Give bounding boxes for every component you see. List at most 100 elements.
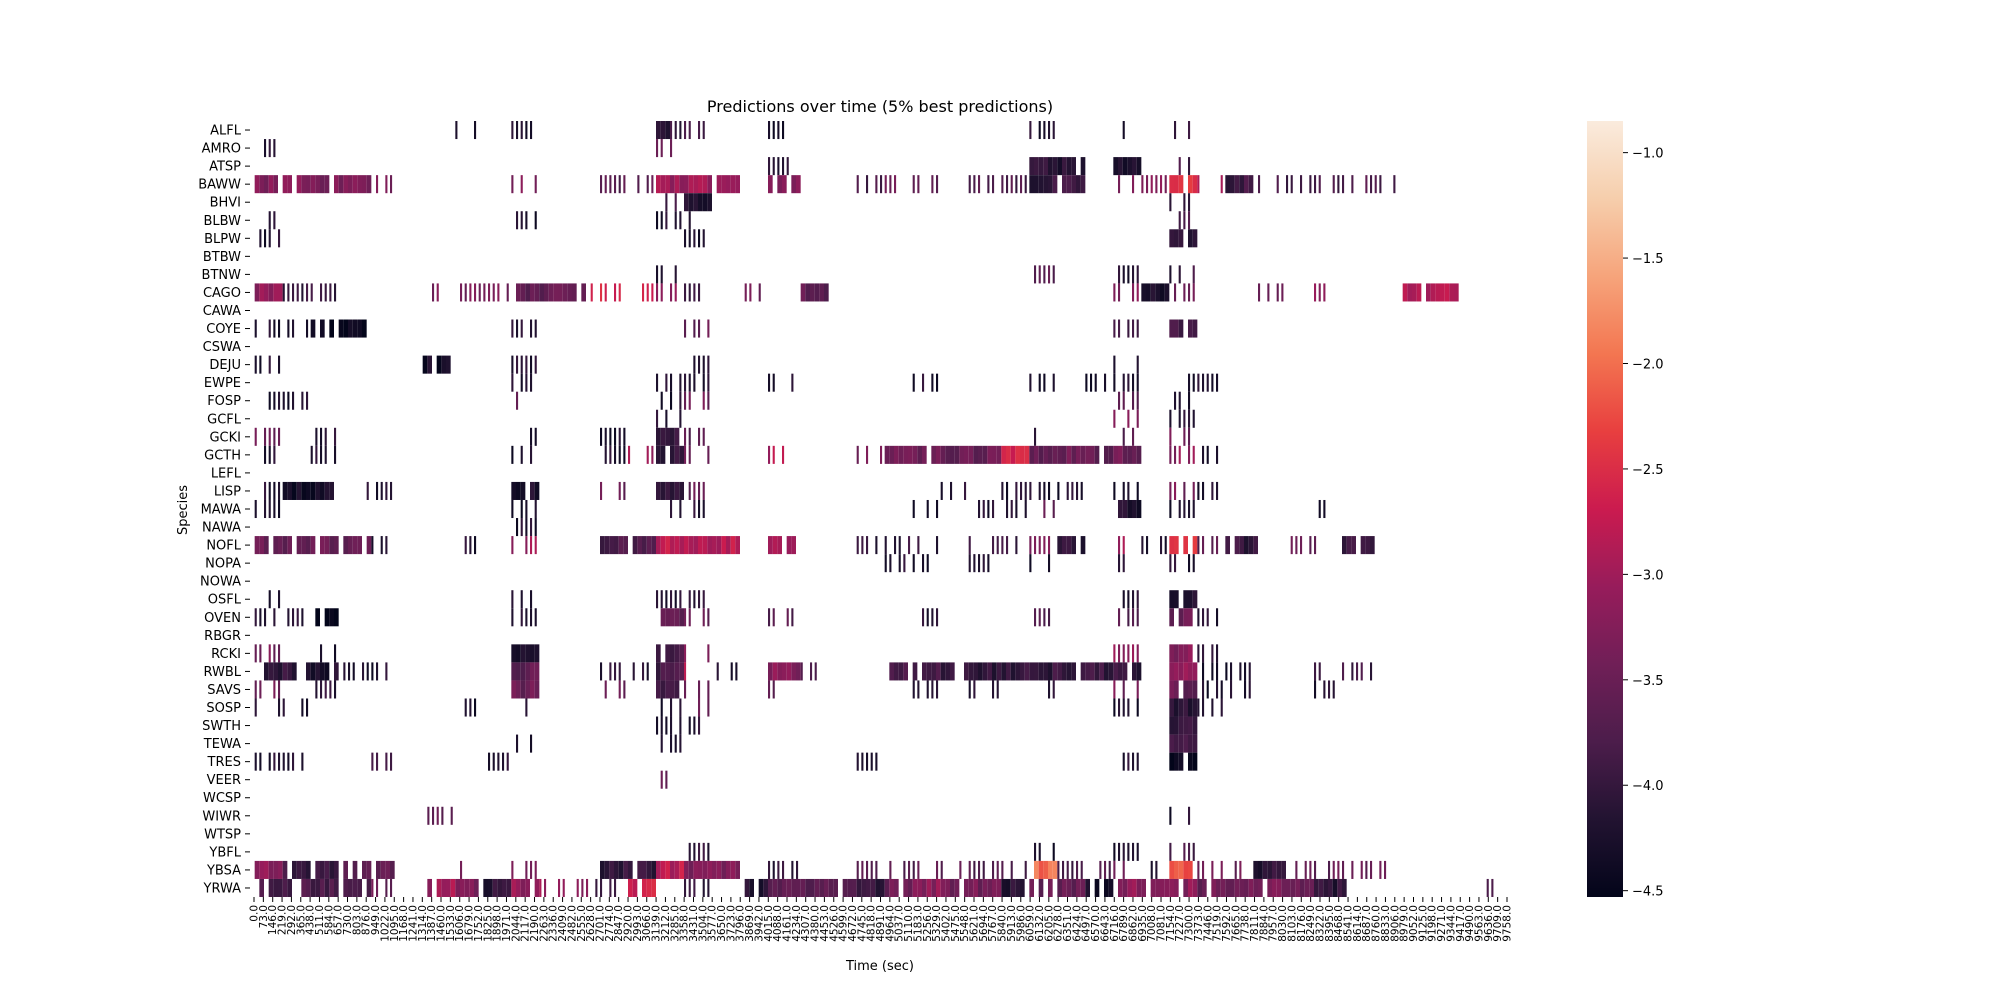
heatmap-cell	[483, 283, 486, 302]
heatmap-cell	[684, 860, 689, 879]
heatmap-cell	[786, 662, 792, 681]
heatmap-cell	[665, 193, 668, 212]
heatmap-cell	[1183, 481, 1186, 500]
heatmap-cell	[880, 878, 885, 897]
heatmap-cell	[1454, 283, 1459, 302]
x-tick-label: 6716.0	[1109, 905, 1121, 942]
heatmap-cell	[1108, 445, 1114, 464]
heatmap-cell	[310, 481, 316, 500]
heatmap-cell	[315, 878, 320, 897]
heatmap-cell	[665, 373, 668, 392]
heatmap-cell	[982, 878, 988, 897]
heatmap-cell	[926, 608, 929, 627]
heatmap-cell	[922, 445, 927, 464]
heatmap-cell	[1248, 878, 1254, 897]
y-tick-label: BHVI	[210, 196, 241, 211]
heatmap-cell	[1052, 680, 1055, 699]
heatmap-cell	[968, 536, 971, 555]
x-tick-label: 2409.0	[557, 905, 569, 942]
heatmap-cell	[1136, 481, 1139, 500]
heatmap-cell	[1370, 860, 1373, 879]
heatmap-cell	[259, 355, 262, 374]
heatmap-cell	[273, 752, 276, 771]
heatmap-cell	[259, 680, 262, 699]
heatmap-cell	[926, 499, 929, 519]
heatmap-cell	[1141, 878, 1146, 897]
heatmap-cell	[264, 283, 269, 302]
heatmap-cell	[1048, 265, 1051, 284]
heatmap-cell	[670, 608, 675, 627]
y-tick-label: LISP	[214, 484, 241, 499]
heatmap-cell	[525, 211, 528, 230]
heatmap-cell	[1276, 175, 1279, 194]
heatmap-cell	[1006, 481, 1009, 500]
heatmap-cell	[1258, 283, 1261, 302]
heatmap-cell	[1183, 193, 1186, 212]
heatmap-cell	[936, 878, 941, 897]
heatmap-cell	[264, 481, 267, 500]
heatmap-cell	[1360, 662, 1363, 681]
heatmap-cell	[1001, 536, 1004, 555]
heatmap-cell	[609, 662, 612, 681]
heatmap-cell	[1188, 878, 1193, 897]
heatmap-cell	[511, 355, 514, 374]
heatmap-cell	[441, 355, 446, 374]
heatmap-cell	[679, 175, 684, 194]
heatmap-cell	[670, 734, 673, 753]
heatmap-cell	[376, 752, 379, 771]
heatmap-cell	[1188, 373, 1191, 392]
heatmap-cell	[1346, 536, 1352, 555]
heatmap-cell	[520, 680, 526, 699]
heatmap-cell	[376, 662, 379, 681]
heatmap-cell	[642, 662, 645, 681]
y-tick-label: SAVS	[207, 683, 241, 698]
heatmap-cell	[590, 283, 593, 302]
heatmap-cell	[912, 860, 915, 879]
heatmap-cell	[637, 175, 640, 194]
heatmap-cell	[506, 283, 509, 302]
heatmap-cell	[292, 481, 297, 500]
heatmap-cell	[1127, 608, 1130, 627]
heatmap-cell	[1314, 860, 1317, 879]
heatmap-cell	[511, 481, 516, 500]
heatmap-cell	[315, 662, 320, 681]
heatmap-cell	[646, 662, 649, 681]
heatmap-cell	[679, 860, 684, 879]
heatmap-cell	[623, 175, 626, 194]
heatmap-cell	[936, 860, 939, 879]
heatmap-cell	[1052, 860, 1058, 879]
heatmap-cell	[665, 121, 670, 140]
heatmap-cell	[278, 590, 281, 609]
heatmap-cell	[912, 878, 918, 897]
heatmap-cell	[651, 445, 654, 464]
heatmap-cell	[1020, 481, 1023, 500]
x-axis: 0.073.0146.0219.0292.0365.0438.0511.0584…	[249, 897, 1514, 942]
heatmap-cell	[301, 608, 304, 627]
heatmap-cell	[320, 644, 323, 663]
heatmap-cell	[1309, 860, 1312, 879]
heatmap-cell	[385, 752, 388, 771]
heatmap-cell	[702, 391, 705, 410]
heatmap-cell	[618, 481, 621, 500]
x-tick-label: 9271.0	[1436, 905, 1448, 942]
heatmap-cell	[292, 608, 295, 627]
y-tick-label: GCTH	[204, 448, 241, 463]
x-tick-label: 8468.0	[1333, 905, 1345, 942]
heatmap-cell	[735, 860, 740, 879]
heatmap-cell	[1202, 860, 1205, 879]
heatmap-cell	[1136, 373, 1139, 392]
heatmap-cell	[866, 878, 871, 897]
x-tick-label: 7592.0	[1221, 905, 1233, 942]
heatmap-cell	[712, 536, 717, 555]
x-tick-label: 4964.0	[884, 905, 896, 942]
heatmap-cell	[1337, 878, 1342, 897]
heatmap-cell	[278, 752, 281, 771]
heatmap-cell	[833, 878, 838, 897]
heatmap-cell	[1267, 878, 1272, 897]
heatmap-cell	[1034, 427, 1037, 446]
heatmap-cell	[1122, 391, 1125, 410]
heatmap-cell	[310, 175, 316, 194]
x-tick-label: 1168.0	[398, 905, 410, 942]
heatmap-cell	[768, 121, 771, 140]
heatmap-cell	[1057, 878, 1062, 897]
